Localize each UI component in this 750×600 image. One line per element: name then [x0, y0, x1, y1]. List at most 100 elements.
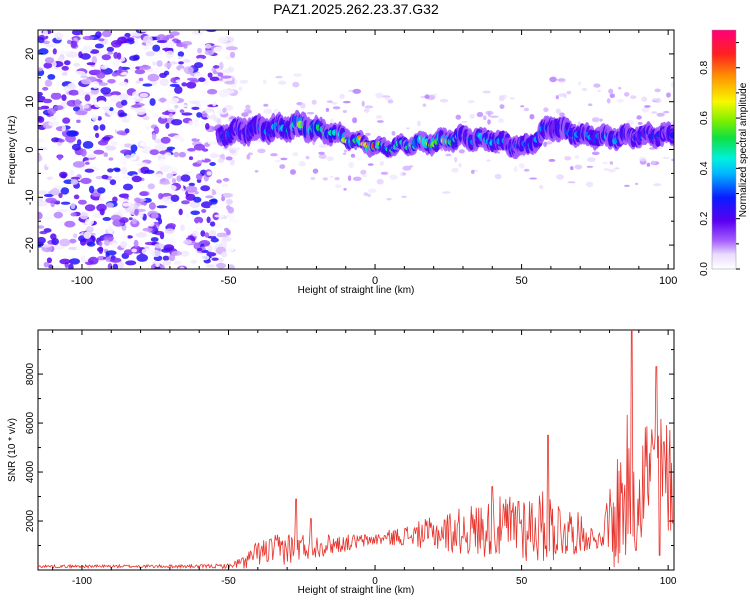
noise-blob	[191, 106, 200, 110]
noise-blob	[126, 37, 135, 42]
noise-blob	[43, 261, 50, 268]
noise-blob	[38, 262, 42, 268]
noise-blob	[183, 239, 193, 245]
noise-blob	[221, 68, 231, 75]
halo-blob	[548, 158, 556, 162]
halo-blob	[586, 165, 594, 168]
halo-blob	[348, 162, 355, 168]
noise-blob	[188, 156, 194, 161]
colorbar-tick-label: 0.4	[699, 161, 710, 175]
noise-blob	[185, 193, 196, 201]
noise-blob	[98, 241, 103, 247]
noise-blob	[46, 257, 53, 264]
noise-blob	[161, 111, 172, 116]
halo-blob	[650, 160, 657, 165]
noise-blob	[108, 157, 114, 161]
noise-blob	[217, 72, 224, 77]
noise-blob	[152, 44, 161, 52]
noise-blob	[221, 251, 228, 258]
noise-blob	[214, 223, 223, 229]
noise-blob	[153, 126, 160, 134]
halo-blob	[279, 164, 286, 170]
noise-blob	[44, 44, 56, 48]
halo-blob	[608, 88, 614, 94]
halo-blob	[352, 176, 362, 181]
noise-blob	[73, 106, 81, 112]
noise-blob	[134, 208, 139, 216]
noise-blob	[165, 40, 175, 49]
x-tick-label: 0	[372, 275, 378, 287]
halo-blob	[653, 183, 662, 187]
halo-blob	[543, 107, 549, 112]
colorbar-tick-label: 0.6	[699, 111, 710, 125]
noise-blob	[93, 149, 105, 155]
noise-blob	[41, 244, 52, 248]
snr-x-ticks: -100 -50 0 50 100	[52, 330, 677, 587]
noise-blob	[107, 79, 116, 84]
noise-blob	[120, 149, 132, 154]
noise-blob	[217, 80, 227, 85]
noise-blob	[107, 51, 114, 55]
noise-blob	[138, 210, 144, 219]
halo-blob	[365, 132, 371, 136]
halo-blob	[609, 161, 614, 165]
noise-blob	[80, 148, 87, 157]
halo-blob	[458, 149, 465, 154]
halo-blob	[599, 118, 603, 122]
halo-blob	[556, 174, 564, 180]
halo-blob	[339, 93, 345, 100]
noise-blob	[70, 40, 78, 48]
halo-blob	[593, 83, 601, 88]
noise-blob	[195, 173, 203, 181]
noise-blob	[66, 130, 78, 137]
noise-blob	[144, 125, 150, 131]
noise-blob	[58, 221, 65, 227]
noise-blob	[112, 196, 118, 203]
halo-blob	[439, 98, 449, 103]
halo-blob	[352, 117, 358, 124]
spectrogram-ylabel: Frequency (Hz)	[7, 116, 18, 185]
noise-blob	[205, 123, 210, 130]
halo-blob	[654, 88, 661, 93]
noise-blob	[209, 230, 217, 237]
noise-blob	[207, 141, 219, 145]
noise-blob	[73, 194, 80, 200]
noise-blob	[166, 99, 171, 108]
noise-blob	[159, 78, 169, 87]
noise-blob	[166, 223, 176, 229]
noise-blob	[61, 94, 67, 101]
halo-blob	[293, 73, 302, 77]
noise-blob	[98, 38, 105, 42]
noise-blob	[126, 112, 131, 121]
halo-blob	[361, 100, 365, 107]
noise-blob	[216, 232, 228, 238]
halo-blob	[312, 168, 319, 174]
halo-blob	[670, 121, 674, 124]
noise-blob	[158, 97, 167, 103]
noise-blob	[188, 33, 195, 38]
noise-blob	[154, 173, 165, 180]
noise-blob	[83, 231, 92, 239]
halo-blob	[274, 160, 282, 162]
noise-blob	[94, 43, 104, 49]
noise-blob	[133, 239, 139, 248]
noise-blob	[107, 109, 118, 117]
noise-blob	[113, 51, 119, 59]
noise-blob	[105, 250, 117, 256]
halo-blob	[455, 114, 462, 120]
halo-blob	[574, 164, 583, 170]
halo-blob	[280, 157, 288, 161]
noise-blob	[177, 56, 182, 60]
noise-blob	[210, 237, 219, 243]
noise-blob	[43, 216, 53, 220]
noise-blob	[200, 230, 206, 237]
noise-blob	[207, 245, 213, 253]
halo-blob	[577, 81, 582, 86]
halo-blob	[563, 93, 567, 99]
noise-blob	[174, 85, 183, 94]
noise-blob	[177, 51, 185, 57]
noise-blob	[208, 187, 213, 196]
halo-blob	[292, 81, 300, 88]
halo-blob	[278, 80, 287, 85]
